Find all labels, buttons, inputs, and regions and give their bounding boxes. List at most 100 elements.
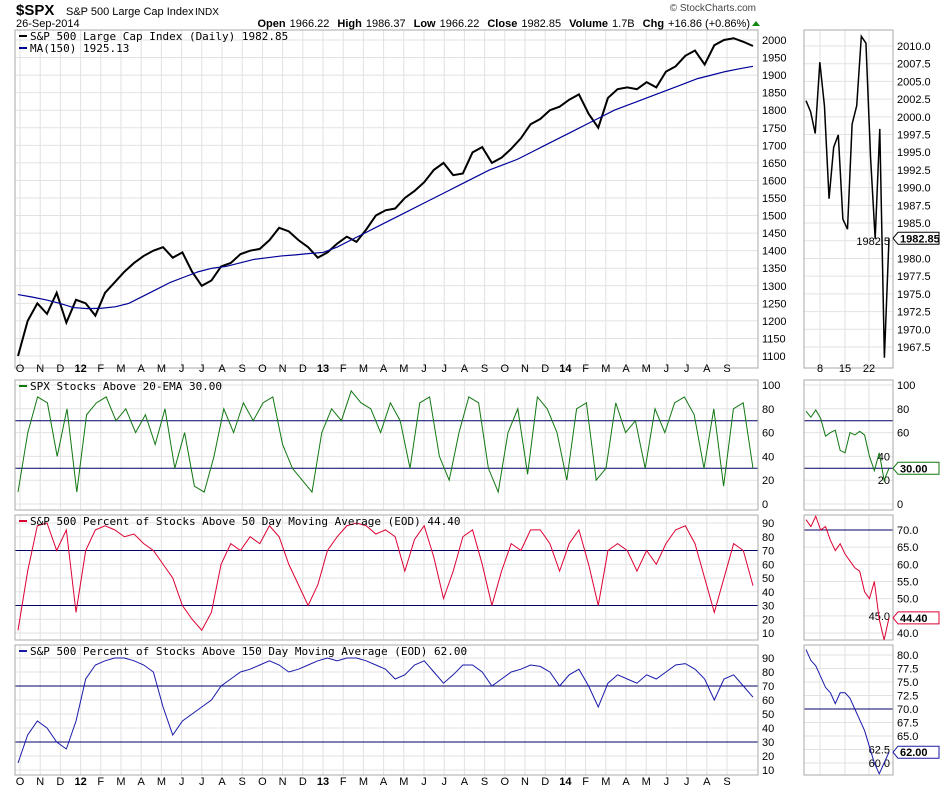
y-tick-label: 65.0 [897,542,918,554]
y-tick-label: 1800 [762,105,786,117]
y-tick-label: 70 [762,546,774,558]
x-axis-label: 13 [317,776,329,788]
last-value-tag [892,461,940,475]
symbol: $SPX [16,2,54,19]
y-tick-label: 1350 [762,263,786,275]
legend-label: S&P 500 Percent of Stocks Above 50 Day M… [30,515,460,528]
x-axis-label: 12 [74,776,86,788]
y-tick-label: 20 [762,475,774,487]
y-tick-label: 1250 [762,298,786,310]
y-tick-label: 77.5 [897,664,918,676]
panel-frame [14,644,759,776]
series-line-s-p-500-large-cap-index-daily- [17,37,754,357]
x-axis-label: M [399,776,408,788]
y-tick-label: 1982.5 [856,236,890,248]
y-tick-label: 2010.0 [897,41,931,53]
x-axis-label: J [441,363,447,375]
series-line-zoom [805,409,890,482]
x-axis-label: D [56,363,64,375]
x-axis-label: A [218,363,226,375]
y-tick-label: 67.5 [897,718,918,730]
series-line-zoom [805,649,890,776]
x-axis-label: S [481,363,488,375]
y-tick-label: 1985.0 [897,218,931,230]
open-label: Open [257,18,285,30]
y-tick-label: 2002.5 [897,94,931,106]
last-value-tag [892,745,940,759]
legend-label: S&P 500 Percent of Stocks Above 150 Day … [30,645,467,658]
series-line-s-p-500-percent-of-stocks-above-150-day-moving-average-eod- [17,657,754,764]
y-tick-label: 72.5 [897,691,918,703]
series-line-zoom [805,514,890,640]
x-axis-label: A [138,363,146,375]
panel-frame [803,644,894,776]
x-axis-label: A [461,776,469,788]
x-axis-label: A [622,363,630,375]
zoom-x-axis-label: 8 [817,363,823,375]
x-axis-label: J [664,363,670,375]
y-tick-label: 1850 [762,88,786,100]
series-line-spx-stocks-above-20-ema [17,389,754,494]
y-tick-label: 60.0 [869,758,890,770]
y-tick-label: 1950 [762,53,786,65]
y-tick-label: 1970.0 [897,324,931,336]
x-axis-label: A [218,776,226,788]
x-axis-label: J [684,776,690,788]
zoom-x-axis-label: 22 [863,363,875,375]
y-tick-label: 50 [762,709,774,721]
y-tick-label: 1995.0 [897,147,931,159]
x-axis-label: O [16,363,25,375]
x-axis-label: A [380,363,388,375]
y-tick-label: 1400 [762,246,786,258]
x-axis-label: N [279,776,287,788]
y-tick-label: 50.0 [897,594,918,606]
y-tick-label: 60 [897,428,909,440]
legend-label: S&P 500 Large Cap Index (Daily) 1982.85 [30,30,288,43]
y-tick-label: 1967.5 [897,342,931,354]
low-label: Low [414,18,436,30]
y-tick-label: 80 [897,404,909,416]
x-axis-label: 13 [317,363,329,375]
x-axis-label: J [664,776,670,788]
y-tick-label: 70.0 [897,525,918,537]
panel-frame [14,29,759,369]
x-axis-label: M [642,776,651,788]
x-axis-label: A [703,363,711,375]
x-axis-label: D [541,776,549,788]
y-tick-label: 1600 [762,175,786,187]
y-tick-label: 90 [762,653,774,665]
y-tick-label: 40 [762,723,774,735]
x-axis-label: D [541,363,549,375]
x-axis-label: O [258,776,267,788]
x-axis-label: O [501,363,510,375]
y-tick-label: 60 [762,695,774,707]
index-name: S&P 500 Large Cap Index [66,6,194,18]
y-tick-label: 2007.5 [897,59,931,71]
up-arrow-icon [752,21,760,26]
x-axis-label: F [340,776,347,788]
x-axis-label: A [622,776,630,788]
y-tick-label: 1500 [762,211,786,223]
x-axis-label: 12 [74,363,86,375]
y-tick-label: 1980.0 [897,253,931,265]
chart-date: 26-Sep-2014 [16,18,80,30]
x-axis-label: J [441,776,447,788]
y-tick-label: 40 [762,587,774,599]
low-value: 1966.22 [440,18,480,30]
close-value: 1982.85 [521,18,561,30]
copyright: © StockCharts.com [670,3,756,14]
legend-label: SPX Stocks Above 20-EMA 30.00 [30,380,222,393]
y-tick-label: 1700 [762,140,786,152]
x-axis-label: M [359,363,368,375]
x-axis-label: O [16,776,25,788]
panel-frame [803,29,894,369]
last-value-label: 62.00 [900,747,928,759]
x-axis-label: F [97,363,104,375]
y-tick-label: 70 [762,681,774,693]
y-tick-label: 80.0 [897,650,918,662]
last-value-label: 1982.85 [900,233,940,245]
y-tick-label: 2005.0 [897,76,931,88]
y-tick-label: 1990.0 [897,183,931,195]
x-axis-label: M [601,363,610,375]
x-axis-label: A [138,776,146,788]
